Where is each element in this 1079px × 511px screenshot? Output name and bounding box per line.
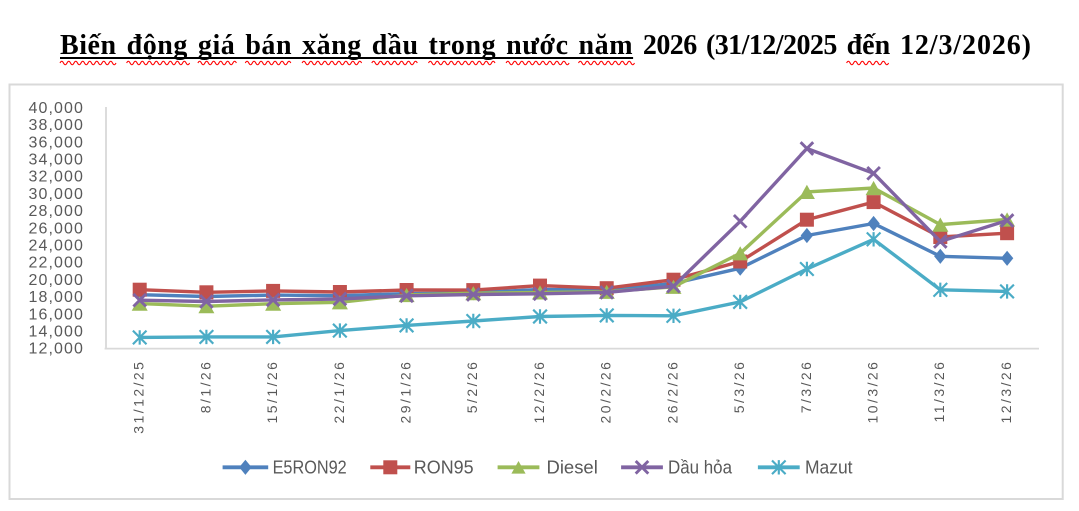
svg-text:12/2/26: 12/2/26 bbox=[531, 360, 547, 424]
svg-text:24,000: 24,000 bbox=[28, 238, 84, 255]
svg-text:11/3/26: 11/3/26 bbox=[931, 360, 947, 423]
svg-text:22/1/26: 22/1/26 bbox=[331, 360, 347, 424]
svg-text:5/3/26: 5/3/26 bbox=[731, 360, 747, 414]
svg-text:12,000: 12,000 bbox=[28, 341, 84, 358]
svg-text:20,000: 20,000 bbox=[28, 272, 84, 289]
svg-text:16,000: 16,000 bbox=[28, 306, 84, 323]
svg-text:26,000: 26,000 bbox=[28, 220, 84, 237]
svg-text:38,000: 38,000 bbox=[28, 117, 84, 134]
svg-text:5/2/26: 5/2/26 bbox=[464, 360, 480, 414]
svg-text:26/2/26: 26/2/26 bbox=[664, 360, 680, 424]
svg-text:E5RON92: E5RON92 bbox=[273, 458, 347, 478]
svg-text:31/12/25: 31/12/25 bbox=[131, 360, 147, 434]
svg-text:8/1/26: 8/1/26 bbox=[197, 360, 213, 414]
svg-text:18,000: 18,000 bbox=[28, 289, 84, 306]
svg-text:RON95: RON95 bbox=[414, 458, 474, 478]
svg-text:Mazut: Mazut bbox=[805, 458, 853, 478]
svg-text:10/3/26: 10/3/26 bbox=[865, 360, 881, 424]
svg-text:28,000: 28,000 bbox=[28, 203, 84, 220]
svg-text:22,000: 22,000 bbox=[28, 255, 84, 272]
svg-text:34,000: 34,000 bbox=[28, 152, 84, 169]
svg-text:15/1/26: 15/1/26 bbox=[264, 360, 280, 424]
svg-text:7/3/26: 7/3/26 bbox=[798, 360, 814, 414]
svg-text:14,000: 14,000 bbox=[28, 324, 84, 341]
svg-text:20/2/26: 20/2/26 bbox=[598, 360, 614, 424]
svg-text:Dầu hỏa: Dầu hỏa bbox=[668, 458, 733, 478]
svg-text:Diesel: Diesel bbox=[547, 458, 598, 478]
svg-text:32,000: 32,000 bbox=[28, 169, 84, 186]
svg-text:40,000: 40,000 bbox=[28, 100, 84, 117]
svg-text:30,000: 30,000 bbox=[28, 186, 84, 203]
svg-text:36,000: 36,000 bbox=[28, 134, 84, 151]
svg-text:29/1/26: 29/1/26 bbox=[398, 360, 414, 424]
svg-text:12/3/26: 12/3/26 bbox=[998, 360, 1014, 424]
